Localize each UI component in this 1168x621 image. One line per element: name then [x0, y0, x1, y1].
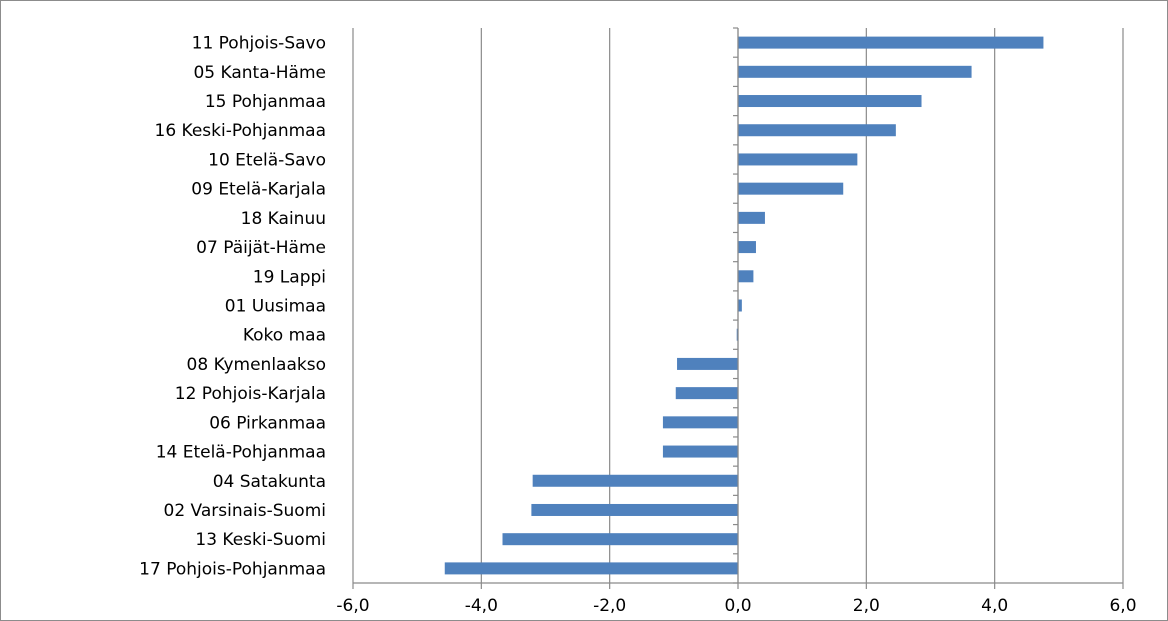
category-labels: 11 Pohjois-Savo 05 Kanta-Häme 15 Pohjanmaa… — [139, 34, 326, 580]
category-label: 15 Pohjanmaa — [205, 92, 326, 112]
bar — [677, 357, 738, 370]
category-label: 11 Pohjois-Savo — [192, 34, 326, 54]
category-label: 05 Kanta-Häme — [193, 63, 326, 83]
bar — [444, 562, 738, 575]
category-label: 10 Etelä-Savo — [208, 150, 326, 170]
bar — [738, 211, 765, 224]
category-label: 17 Pohjois-Pohjanmaa — [139, 559, 326, 579]
category-label: 13 Keski-Suomi — [195, 530, 326, 550]
bar — [738, 124, 896, 137]
bar — [738, 95, 922, 108]
category-label: 07 Päijät-Häme — [196, 238, 326, 258]
bar — [738, 241, 756, 254]
bars — [444, 36, 1044, 575]
x-tick-label: -6,0 — [336, 596, 369, 616]
category-label: 02 Varsinais-Suomi — [164, 501, 327, 521]
x-tick-label: 0,0 — [724, 596, 751, 616]
bar — [738, 36, 1044, 49]
x-tick-label: 6,0 — [1109, 596, 1136, 616]
bar — [532, 474, 738, 487]
x-tick-label: 2,0 — [853, 596, 880, 616]
x-tick-label: 4,0 — [981, 596, 1008, 616]
category-label: 16 Keski-Pohjanmaa — [155, 121, 327, 141]
category-label: 04 Satakunta — [213, 472, 326, 492]
category-label: 14 Etelä-Pohjanmaa — [156, 443, 326, 463]
category-label: Koko maa — [243, 326, 326, 346]
category-label: 09 Etelä-Karjala — [191, 180, 326, 200]
bar — [502, 533, 738, 546]
bar — [738, 65, 972, 78]
category-label: 01 Uusimaa — [225, 297, 326, 317]
bar — [738, 299, 742, 312]
value-axis: -6,0 -4,0 -2,0 0,0 2,0 4,0 6,0 — [336, 27, 1137, 616]
bar — [662, 416, 738, 429]
bar — [662, 445, 738, 458]
bar — [738, 153, 858, 166]
category-label: 08 Kymenlaakso — [187, 355, 326, 375]
x-tick-label: -2,0 — [593, 596, 626, 616]
category-label: 18 Kainuu — [241, 209, 326, 229]
bar — [738, 270, 754, 283]
category-label: 19 Lappi — [253, 267, 326, 287]
bar — [675, 387, 738, 400]
bar — [531, 503, 738, 516]
category-label: 06 Pirkanmaa — [209, 413, 326, 433]
x-tick-label: -4,0 — [465, 596, 498, 616]
category-label: 12 Pohjois-Karjala — [175, 384, 326, 404]
bar — [738, 182, 844, 195]
